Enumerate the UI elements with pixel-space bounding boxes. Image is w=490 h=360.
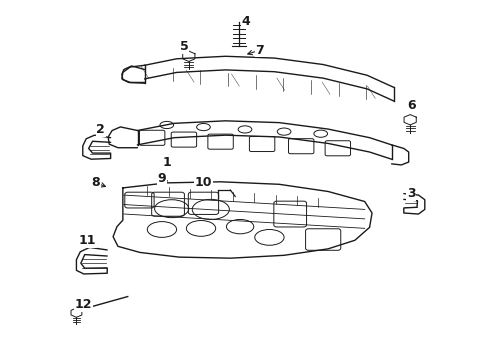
Text: 9: 9 — [158, 172, 166, 185]
Text: 5: 5 — [179, 40, 188, 53]
Text: 12: 12 — [75, 298, 93, 311]
Text: 8: 8 — [92, 176, 100, 189]
Text: 2: 2 — [97, 123, 105, 136]
Text: 10: 10 — [195, 176, 212, 189]
Text: 4: 4 — [242, 15, 250, 28]
Text: 1: 1 — [163, 156, 171, 169]
Text: 7: 7 — [255, 44, 264, 57]
Text: 6: 6 — [407, 99, 416, 112]
Text: 11: 11 — [79, 234, 97, 247]
Text: 3: 3 — [407, 187, 416, 200]
